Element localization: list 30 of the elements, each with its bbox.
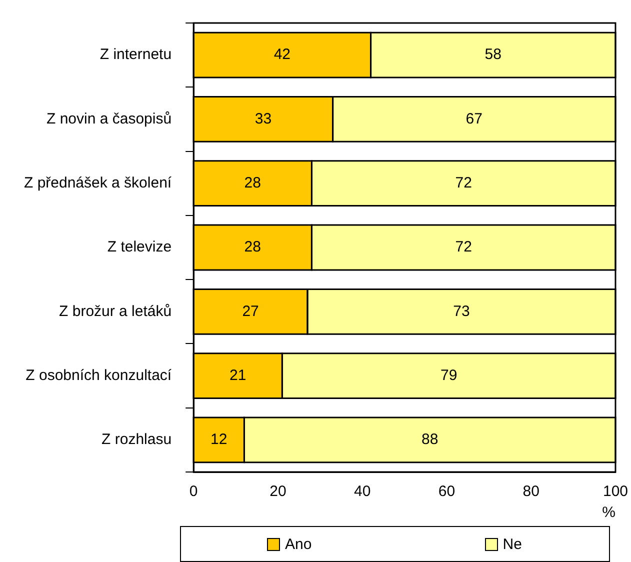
x-axis-title: % [602,504,616,522]
y-tick-label: Z přednášek a školení [24,174,172,192]
data-label: 33 [254,110,272,128]
data-label: 27 [242,302,259,320]
data-label: 58 [484,46,502,64]
data-label: 21 [230,366,246,384]
data-label: 72 [455,238,472,256]
legend-label: Ne [502,536,522,552]
y-tick-label: Z novin a časopisů [46,110,172,128]
data-label: 12 [210,431,228,448]
x-tick-label: 20 [270,483,286,500]
y-tick-label: Z osobních konzultací [26,366,172,384]
data-label: 28 [244,238,261,256]
data-label: 72 [455,174,472,192]
x-tick-label: 80 [522,483,540,500]
legend-label: Ano [285,536,312,552]
x-tick-label: 0 [189,483,198,500]
y-tick-label: Z rozhlasu [102,431,172,448]
x-tick-label: 100 [602,483,628,500]
data-label: 73 [453,302,470,320]
y-tick-label: Z brožur a letáků [59,302,172,320]
y-tick-label: Z internetu [100,46,172,64]
data-label: 67 [466,110,482,128]
x-tick-label: 40 [354,483,371,500]
y-tick-label: Z televize [107,238,172,256]
data-label: 42 [274,46,291,64]
data-label: 79 [440,366,458,384]
data-label: 88 [422,431,438,448]
x-tick-label: 60 [438,483,456,500]
data-label: 28 [244,174,261,192]
